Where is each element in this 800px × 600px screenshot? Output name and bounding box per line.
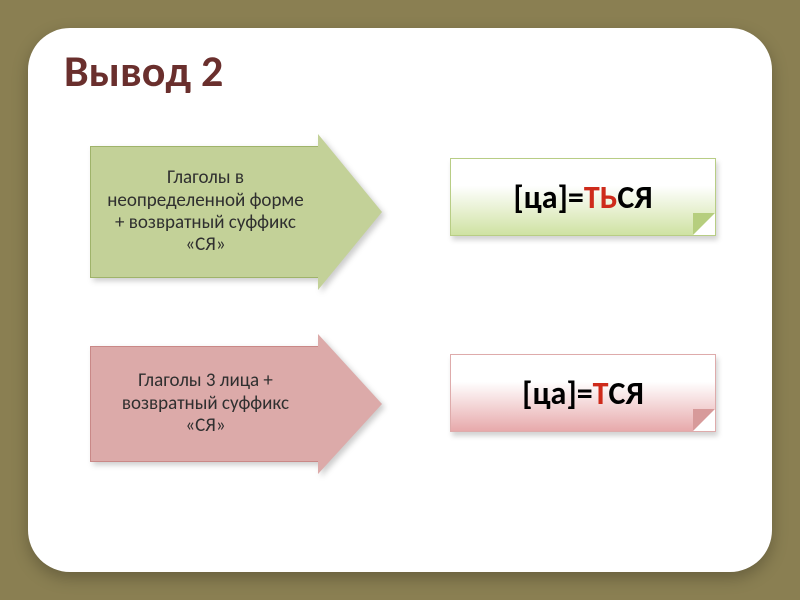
arrow-body-2: Глаголы 3 лица + возвратный суффикс «СЯ» [90, 346, 318, 462]
result-box-2: [ца]= Т СЯ [450, 354, 716, 432]
arrow-head-2 [318, 334, 382, 474]
page-fold-1 [693, 213, 715, 235]
result-highlight-2: Т [593, 374, 609, 413]
result-box-1: [ца]= ТЬ СЯ [450, 158, 716, 236]
arrow-text-1: Глаголы в неопределенной форме + возврат… [105, 167, 306, 257]
arrow-row-1: Глаголы в неопределенной форме + возврат… [90, 146, 382, 278]
arrow-head-1 [318, 134, 382, 290]
content-card: Вывод 2 Глаголы в неопределенной форме +… [28, 28, 772, 572]
result-suffix-1: СЯ [617, 178, 652, 217]
result-prefix-1: [ца]= [513, 178, 584, 217]
slide-frame: Вывод 2 Глаголы в неопределенной форме +… [0, 0, 800, 600]
page-fold-2 [693, 409, 715, 431]
result-prefix-2: [ца]= [522, 374, 593, 413]
result-highlight-1: ТЬ [584, 178, 618, 217]
arrow-body-1: Глаголы в неопределенной форме + возврат… [90, 146, 318, 278]
arrow-text-2: Глаголы 3 лица + возвратный суффикс «СЯ» [105, 370, 306, 437]
slide-title: Вывод 2 [64, 44, 223, 98]
arrow-row-2: Глаголы 3 лица + возвратный суффикс «СЯ» [90, 346, 382, 462]
result-suffix-2: СЯ [609, 374, 644, 413]
